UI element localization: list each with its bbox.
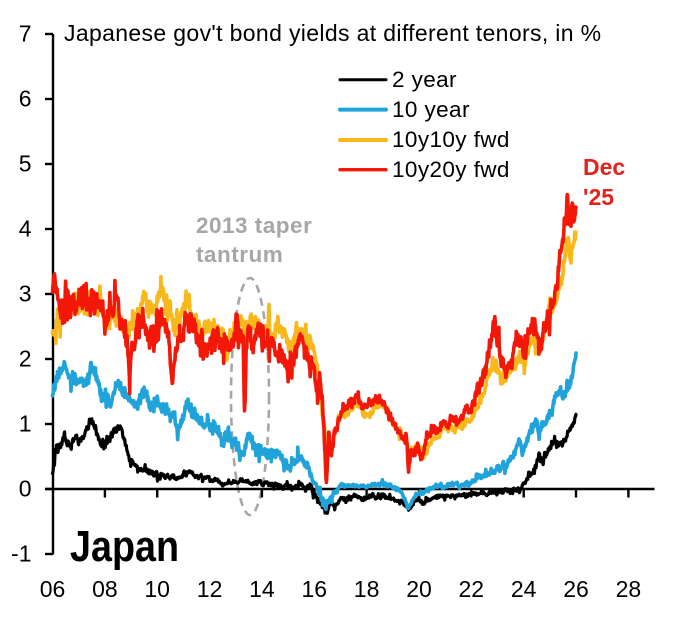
svg-text:26: 26 [563,576,589,602]
svg-text:2013 taper: 2013 taper [196,213,312,238]
svg-text:10: 10 [144,576,170,602]
svg-text:2 year: 2 year [392,67,457,92]
svg-text:0: 0 [19,476,32,502]
svg-text:4: 4 [19,216,32,242]
svg-text:14: 14 [249,576,275,602]
svg-text:6: 6 [19,86,32,112]
svg-text:Dec: Dec [583,154,625,180]
svg-text:10y20y fwd: 10y20y fwd [392,157,510,182]
svg-text:22: 22 [459,576,485,602]
svg-text:'25: '25 [583,184,614,210]
svg-text:7: 7 [19,21,32,47]
svg-text:20: 20 [406,576,432,602]
svg-text:18: 18 [354,576,380,602]
svg-text:tantrum: tantrum [196,242,283,267]
svg-text:28: 28 [616,576,642,602]
svg-text:24: 24 [511,576,537,602]
svg-text:16: 16 [302,576,328,602]
svg-text:5: 5 [19,151,32,177]
svg-text:3: 3 [19,281,32,307]
svg-text:Japan: Japan [70,522,179,571]
svg-text:-1: -1 [11,541,31,567]
svg-text:2: 2 [19,346,32,372]
svg-text:1: 1 [19,411,32,437]
svg-text:10 year: 10 year [392,97,470,122]
svg-text:Japanese gov't bond yields at: Japanese gov't bond yields at different … [64,20,601,46]
svg-text:06: 06 [40,576,66,602]
svg-text:10y10y fwd: 10y10y fwd [392,127,510,152]
svg-text:12: 12 [197,576,223,602]
svg-text:08: 08 [92,576,118,602]
